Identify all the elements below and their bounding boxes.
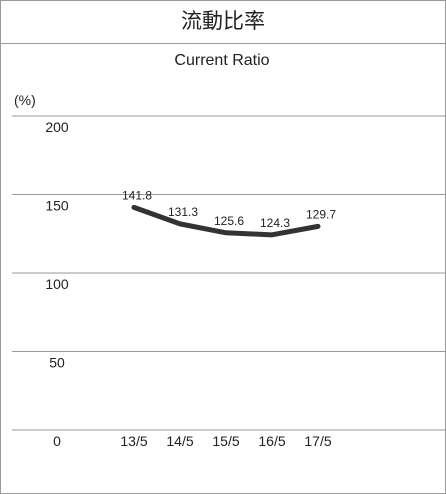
chart-title: 流動比率 — [1, 1, 445, 44]
series-line — [131, 204, 321, 238]
y-tick-label: 100 — [45, 276, 69, 292]
x-tick-label: 16/5 — [258, 433, 285, 449]
data-label: 125.6 — [214, 214, 244, 228]
data-label: 129.7 — [306, 207, 336, 221]
x-tick-label: 17/5 — [304, 433, 331, 449]
data-label: 141.8 — [122, 188, 152, 202]
y-tick-label: 150 — [45, 198, 69, 214]
chart-subtitle: Current Ratio — [174, 52, 270, 69]
data-label: 131.3 — [168, 205, 198, 219]
y-tick-label: 0 — [53, 433, 61, 449]
x-tick-label: 14/5 — [166, 433, 193, 449]
x-tick-label: 13/5 — [120, 433, 147, 449]
data-label: 124.3 — [260, 216, 290, 230]
x-tick-label: 15/5 — [212, 433, 239, 449]
y-tick-label: 50 — [49, 355, 65, 371]
y-axis-unit-label: (%) — [14, 92, 36, 108]
y-tick-label: 200 — [45, 119, 69, 135]
